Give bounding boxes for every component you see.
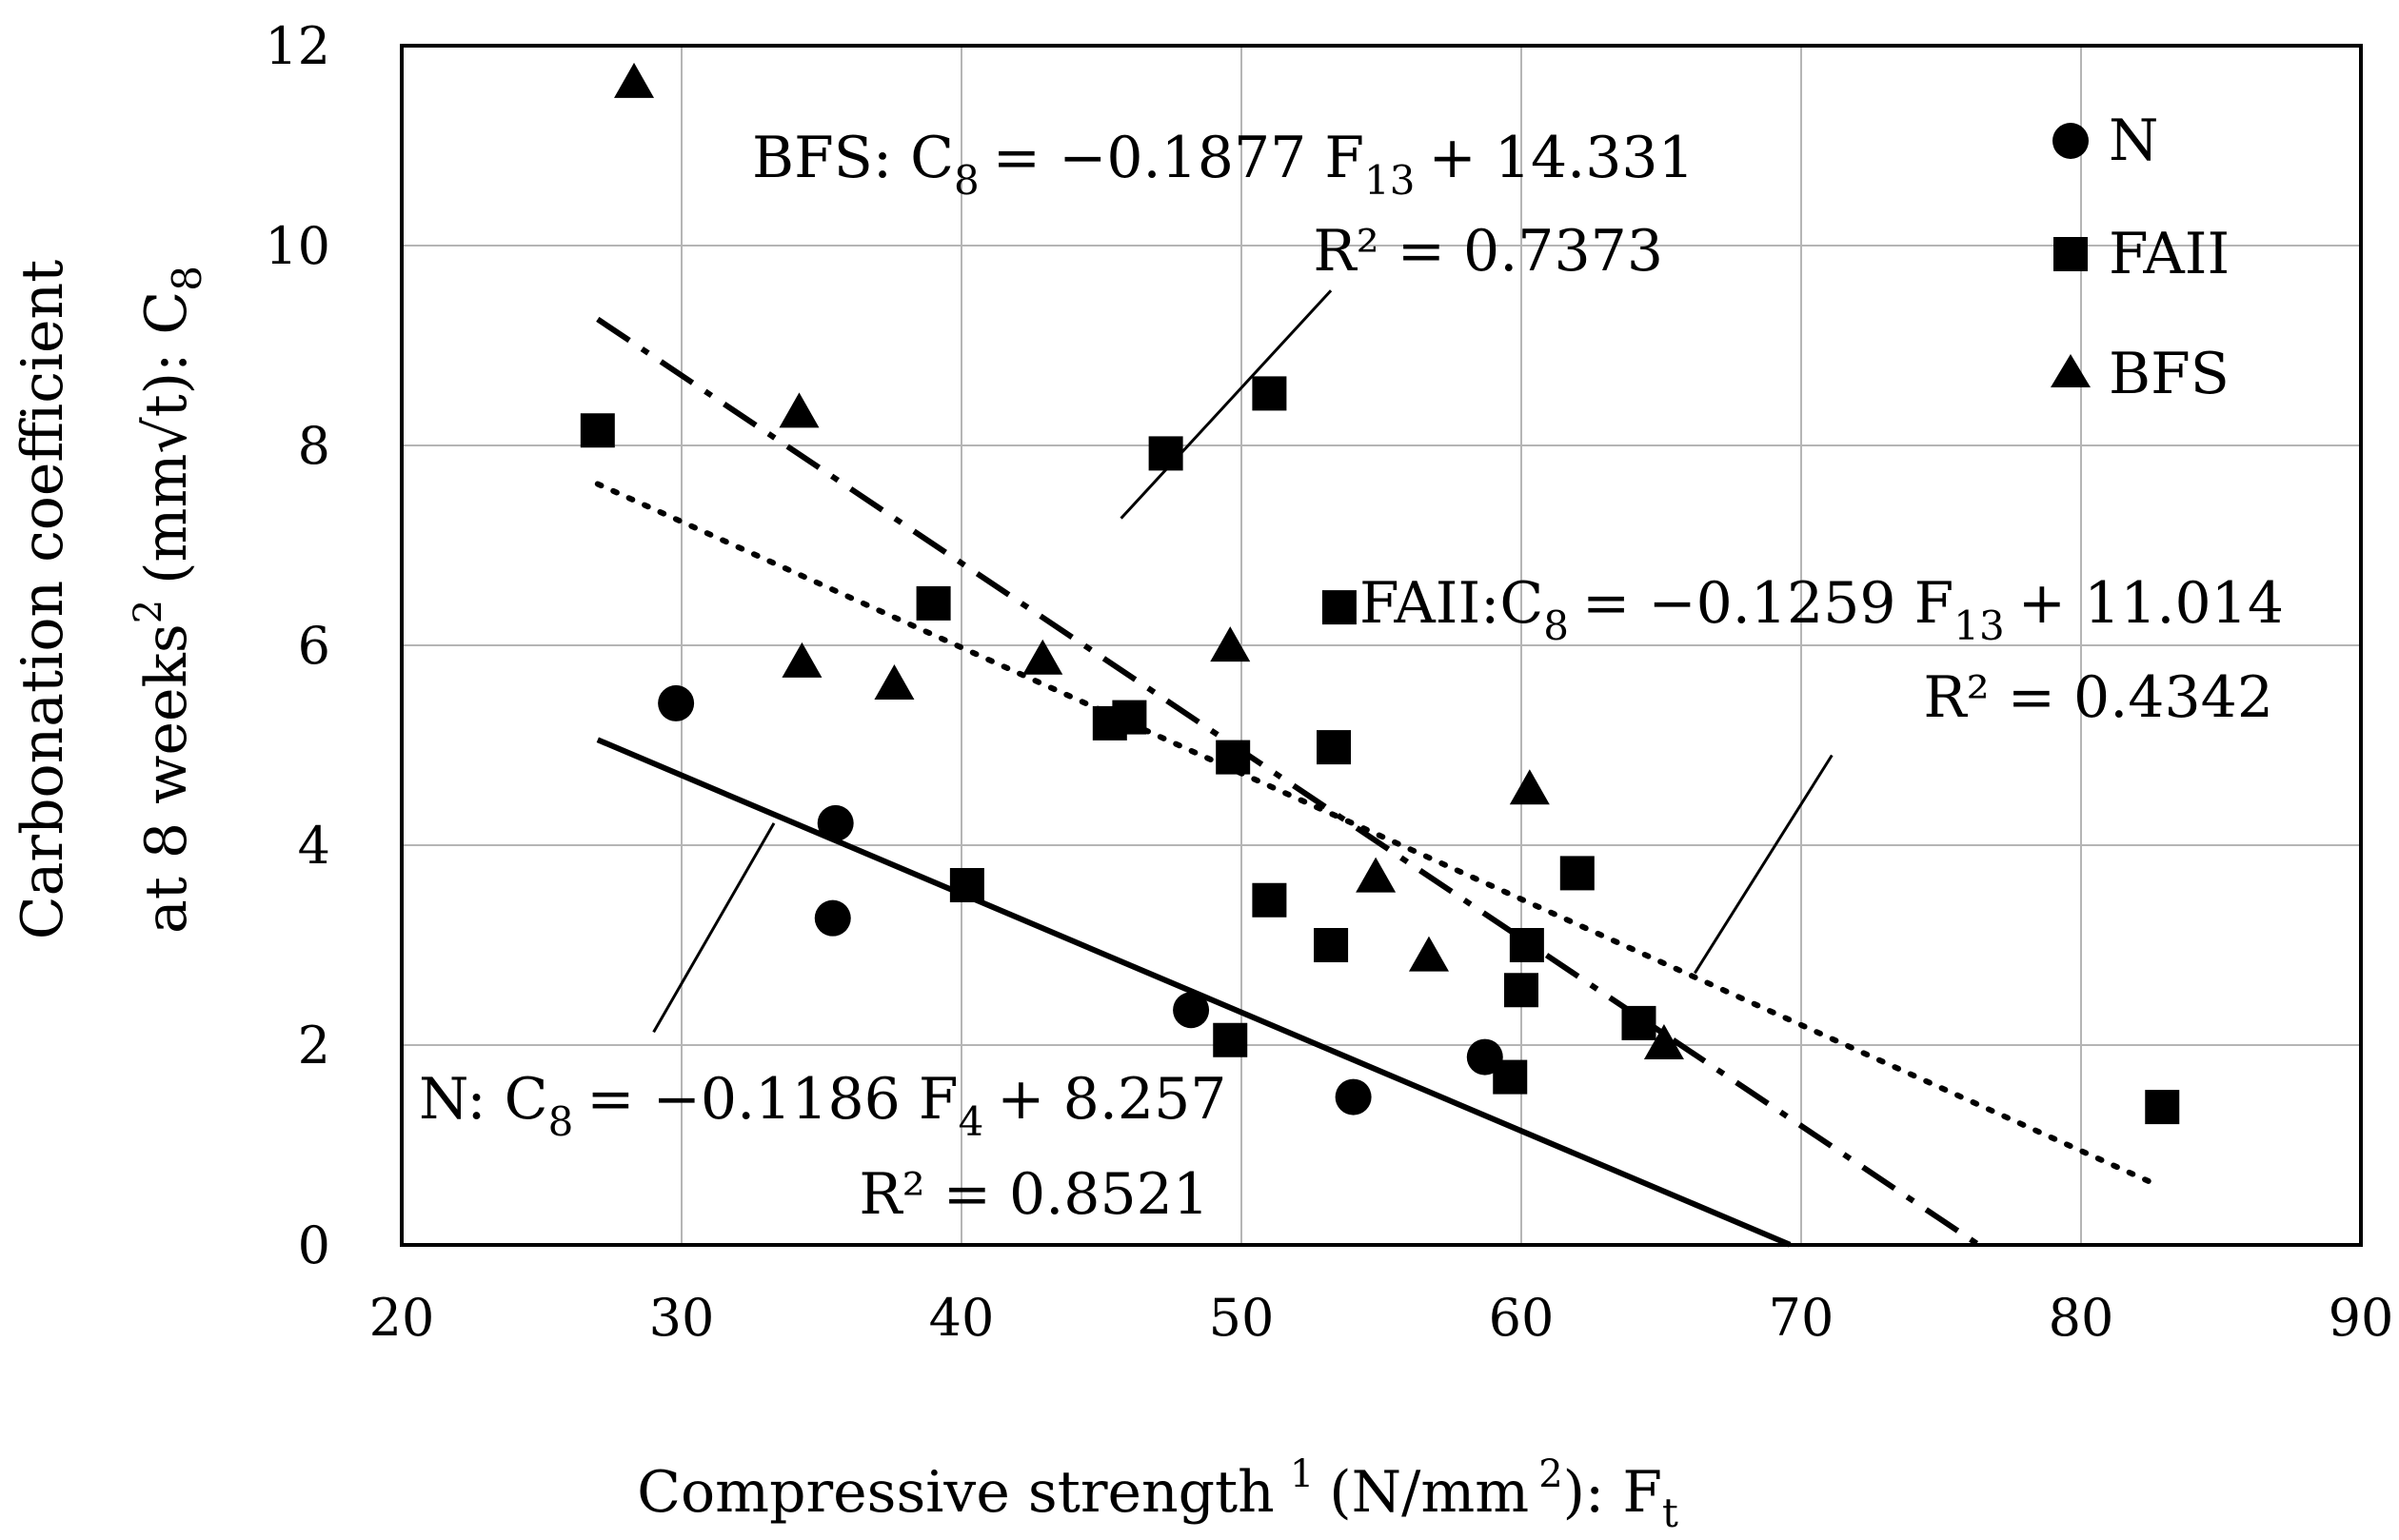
y-axis-title-line2: at 8 weeks2(mm√t): C8	[127, 266, 210, 934]
faii-data-point	[949, 868, 984, 902]
faii-data-point	[1148, 436, 1183, 471]
bfs-data-point	[614, 62, 655, 98]
x-axis-title: Compressive strength 1 (N/mm 2): Ft	[637, 1452, 1678, 1536]
bfs-trendline	[596, 316, 1979, 1247]
y-tick-label: 6	[298, 616, 330, 676]
legend-square-marker	[2053, 237, 2088, 271]
x-tick-label: 60	[1489, 1288, 1555, 1348]
bfs-equation: BFS: C8 = −0.1877 F13 + 14.331	[752, 125, 1695, 204]
y-tick-label: 12	[265, 16, 330, 76]
bfs-data-point	[1022, 639, 1063, 675]
faii-data-point	[1112, 700, 1147, 735]
grid-layer	[401, 45, 2362, 1246]
bfs-data-point	[779, 392, 820, 428]
bfs-data-point	[782, 642, 823, 678]
x-tick-label: 40	[929, 1288, 995, 1348]
x-tick-label: 80	[2049, 1288, 2114, 1348]
y-axis-title-second: at 8 weeks2(mm√t): C8	[127, 266, 210, 934]
x-tick-label: 90	[2329, 1288, 2394, 1348]
bfs-data-point	[1408, 936, 1449, 972]
faii-data-point	[1621, 1005, 1656, 1040]
faii-data-point	[1504, 973, 1538, 1008]
faii-equation: FAII:C8 = −0.1259 F13 + 11.014	[1359, 570, 2284, 649]
bfs-data-point	[1356, 857, 1397, 893]
faii-data-point	[1314, 928, 1349, 962]
x-tick-label: 70	[1769, 1288, 1834, 1348]
faii-trendline	[594, 481, 2163, 1190]
bfs-data-point	[874, 664, 915, 700]
bfs-data-point	[1509, 769, 1550, 805]
x-tick-label: 30	[649, 1288, 715, 1348]
n-equation: N: C8 = −0.1186 F4 + 8.257	[419, 1066, 1226, 1145]
n-data-point	[1335, 1078, 1372, 1116]
faii-data-point	[2145, 1090, 2180, 1125]
n-r-squared: R² = 0.8521	[859, 1161, 1209, 1228]
faii-data-point	[1509, 928, 1544, 962]
n-data-point	[658, 684, 695, 721]
bfs-data-point	[1643, 1024, 1684, 1059]
faii-callout-line	[1694, 754, 1834, 975]
faii-data-point	[1321, 590, 1357, 625]
bfs-data-point	[1210, 626, 1251, 662]
n-data-point	[814, 899, 851, 937]
legend-label-faii: FAII	[2109, 221, 2230, 287]
tick-label-layer: 20 30 40 50 60 70 80 90 0 2 4 6 8 10 12	[265, 16, 2393, 1348]
x-tick-label: 20	[369, 1288, 435, 1348]
plot-frame	[400, 44, 2363, 1247]
bfs-r-squared: R² = 0.7373	[1313, 218, 1663, 285]
y-tick-label: 8	[298, 416, 330, 476]
faii-data-point	[916, 585, 951, 621]
legend-label-n: N	[2109, 108, 2159, 174]
faii-data-point	[1252, 376, 1287, 411]
legend-triangle-marker	[2051, 354, 2091, 387]
y-tick-label: 0	[298, 1215, 330, 1275]
faii-data-point	[1213, 1022, 1248, 1057]
x-tick-label: 50	[1209, 1288, 1275, 1348]
n-callout-line	[652, 822, 776, 1034]
bfs-callout-line	[1120, 289, 1333, 520]
y-tick-label: 4	[298, 816, 330, 876]
legend-circle-marker	[2052, 123, 2089, 159]
faii-data-point	[1317, 730, 1352, 765]
faii-data-point	[1493, 1059, 1528, 1095]
faii-data-point	[580, 413, 615, 448]
n-data-point	[817, 804, 854, 841]
y-axis-title-line1: Carbonation coefficient	[10, 260, 76, 940]
data-point-layer	[580, 62, 2180, 1125]
legend-label-bfs: BFS	[2109, 341, 2230, 407]
faii-data-point	[1252, 882, 1287, 918]
y-tick-label: 2	[298, 1016, 330, 1076]
y-tick-label: 10	[265, 216, 330, 276]
y-axis-title: Carbonation coefficient	[10, 260, 76, 940]
n-data-point	[1173, 992, 1210, 1029]
faii-data-point	[1559, 856, 1595, 891]
faii-r-squared: R² = 0.4342	[1923, 664, 2273, 731]
faii-data-point	[1216, 740, 1251, 775]
legend: N FAII BFS	[2051, 108, 2230, 407]
